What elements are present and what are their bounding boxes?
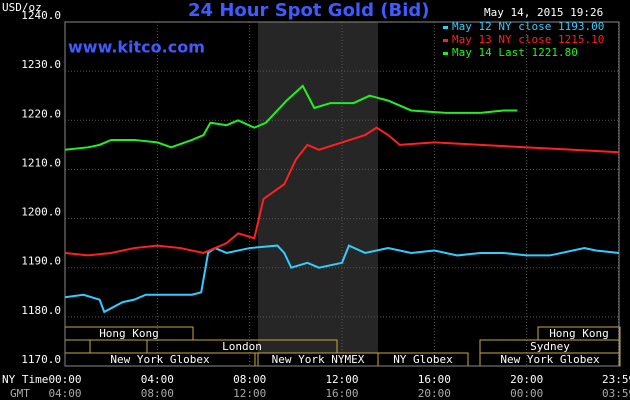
legend-label: May 13 NY close 1215.10 [452,33,604,46]
x2-tick-label: 12:00 [233,387,266,400]
x2-axis-label: GMT [10,387,30,400]
x2-tick-label: 03:59 [602,387,630,400]
session-box [537,326,621,341]
session-label: New York NYMEX [272,353,365,366]
session-label: Hong Kong [549,327,609,340]
y-tick-label: 1170.0 [21,353,61,366]
x2-tick-label: 04:00 [48,387,81,400]
price-line [64,244,620,314]
site-label: www.kitco.com [68,38,205,57]
x-tick-label: 08:00 [233,373,266,386]
legend-swatch [443,26,448,29]
y-tick-label: 1190.0 [21,255,61,268]
session-label: New York Globex [110,353,210,366]
legend-label: May 14 Last 1221.80 [452,46,578,59]
timestamp: May 14, 2015 19:26 [484,6,603,19]
session-label: Hong Kong [99,327,159,340]
legend-label: May 12 NY close 1193.00 [452,20,604,33]
nymex-shade [258,22,378,353]
x-tick-label: 04:00 [141,373,174,386]
x-tick-label: 12:00 [325,373,358,386]
y-tick-label: 1210.0 [21,156,61,169]
x-tick-label: 20:00 [510,373,543,386]
chart-title: 24 Hour Spot Gold (Bid) [188,0,429,21]
session-label: Sydney [530,340,570,353]
y-tick-label: 1230.0 [21,58,61,71]
legend-swatch [443,52,448,55]
plot-frame [64,21,620,367]
x-tick-label: 00:00 [48,373,81,386]
session-label: New York Globex [500,353,600,366]
session-label: London [222,340,262,353]
x2-tick-label: 20:00 [418,387,451,400]
x-axis-label: NY Time [2,373,48,386]
x2-tick-label: 00:00 [510,387,543,400]
price-line [64,84,518,151]
y-tick-label: 1200.0 [21,206,61,219]
x-tick-label: 16:00 [418,373,451,386]
x-tick-label: 23:59 [602,373,630,386]
legend-swatch [443,39,448,42]
price-line [64,126,620,257]
x2-tick-label: 16:00 [325,387,358,400]
y-tick-label: 1220.0 [21,107,61,120]
x2-tick-label: 08:00 [141,387,174,400]
y-tick-label: 1180.0 [21,304,61,317]
session-label: NY Globex [393,353,453,366]
y-tick-label: 1240.0 [21,9,61,22]
y-axis-label: USD/oz [2,1,42,14]
